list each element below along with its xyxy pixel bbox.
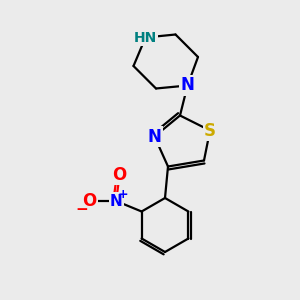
Text: +: +: [117, 188, 128, 201]
Text: N: N: [148, 128, 161, 146]
Text: N: N: [110, 194, 122, 208]
Text: HN: HN: [134, 31, 157, 44]
Text: S: S: [204, 122, 216, 140]
Text: O: O: [112, 166, 126, 184]
Text: N: N: [181, 76, 194, 94]
Text: O: O: [82, 192, 96, 210]
Text: −: −: [76, 202, 88, 217]
